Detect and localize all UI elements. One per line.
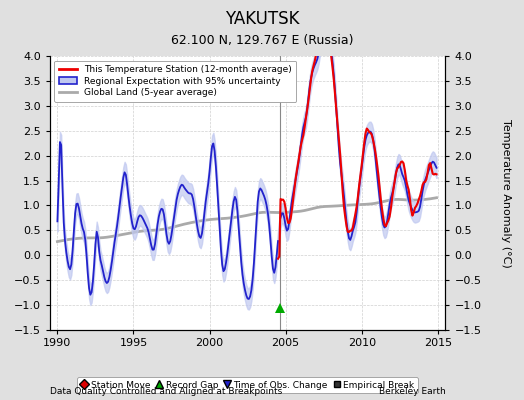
Text: Berkeley Earth: Berkeley Earth bbox=[379, 387, 445, 396]
Text: 62.100 N, 129.767 E (Russia): 62.100 N, 129.767 E (Russia) bbox=[171, 34, 353, 47]
Legend: Station Move, Record Gap, Time of Obs. Change, Empirical Break: Station Move, Record Gap, Time of Obs. C… bbox=[77, 377, 418, 393]
Text: Data Quality Controlled and Aligned at Breakpoints: Data Quality Controlled and Aligned at B… bbox=[50, 387, 282, 396]
Y-axis label: Temperature Anomaly (°C): Temperature Anomaly (°C) bbox=[501, 119, 511, 267]
Text: YAKUTSK: YAKUTSK bbox=[225, 10, 299, 28]
